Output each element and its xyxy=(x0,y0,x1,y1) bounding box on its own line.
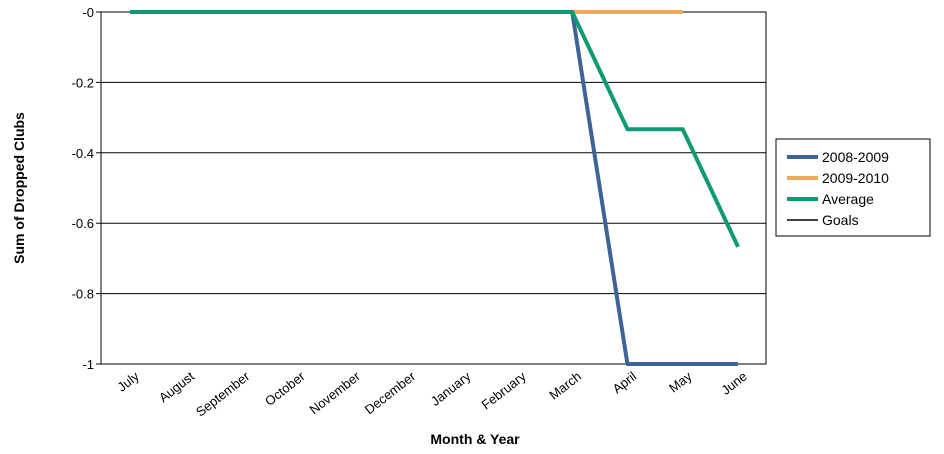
x-tick-label: April xyxy=(610,368,640,396)
legend-label: Goals xyxy=(822,212,859,228)
x-tick-label: January xyxy=(428,368,474,409)
y-tick-label: -0.8 xyxy=(72,287,94,302)
x-axis-title: Month & Year xyxy=(430,431,520,447)
x-tick-label: August xyxy=(156,368,197,405)
y-axis-ticks: -0 -0.2 -0.4 -0.6 -0.8 -1 xyxy=(72,5,101,372)
x-tick-label: July xyxy=(114,368,142,394)
y-tick-label: -0.2 xyxy=(72,75,94,90)
x-tick-label: November xyxy=(306,368,363,417)
plot-area xyxy=(100,11,767,365)
y-axis-title: Sum of Dropped Clubs xyxy=(11,112,27,264)
y-tick-label: -0 xyxy=(82,5,94,20)
x-tick-label: September xyxy=(193,368,253,419)
gridlines xyxy=(101,11,766,365)
legend: 2008-2009 2009-2010 Average Goals xyxy=(775,138,931,237)
legend-label: 2009-2010 xyxy=(822,170,889,186)
x-tick-label: December xyxy=(362,368,419,417)
series-line-average xyxy=(130,10,740,248)
x-tick-label: June xyxy=(718,369,749,398)
x-tick-label: May xyxy=(666,368,695,395)
series-lines xyxy=(130,10,740,366)
series-line-2008-2009 xyxy=(130,10,738,366)
x-tick-label: February xyxy=(479,368,530,412)
x-tick-label: March xyxy=(546,369,584,403)
legend-label: 2008-2009 xyxy=(822,149,889,165)
x-tick-label: October xyxy=(262,368,308,409)
legend-label: Average xyxy=(822,191,874,207)
y-tick-label: -0.6 xyxy=(72,216,94,231)
y-tick-label: -1 xyxy=(82,357,94,372)
y-tick-label: -0.4 xyxy=(72,146,94,161)
